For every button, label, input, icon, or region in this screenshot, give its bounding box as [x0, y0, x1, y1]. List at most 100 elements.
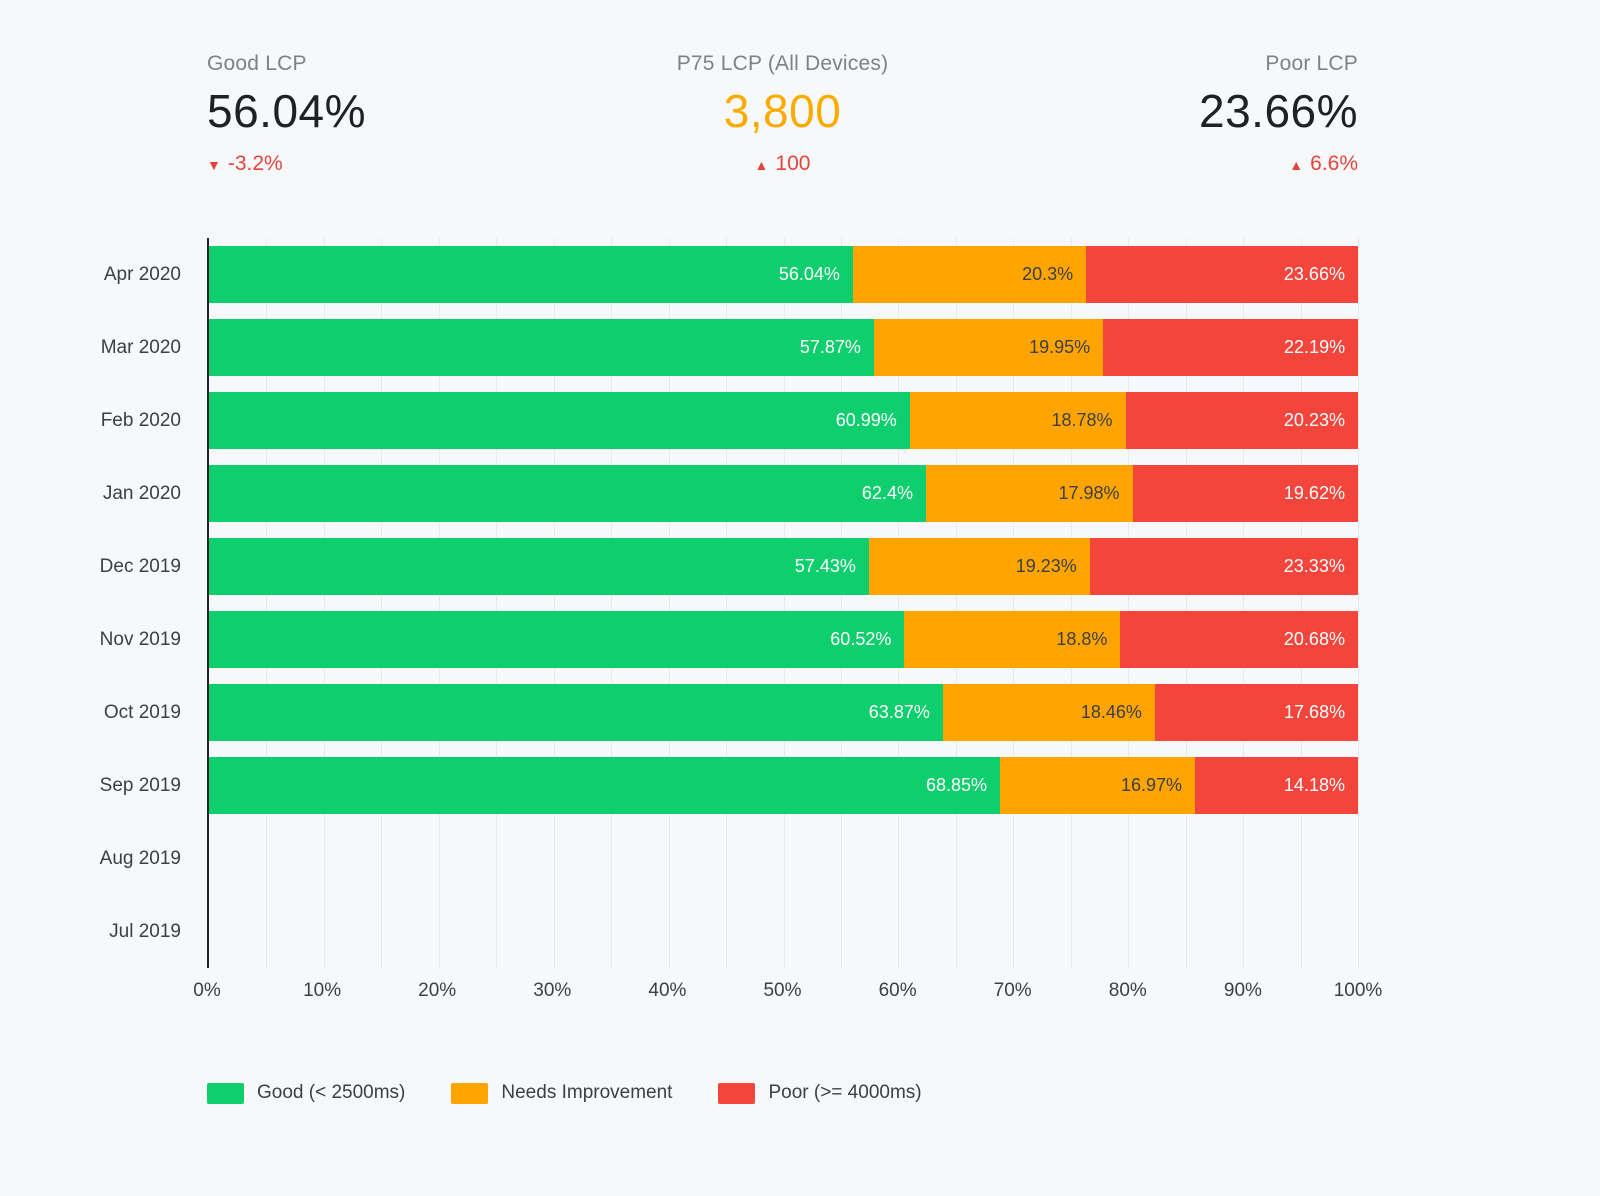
plot-area: 56.04% 20.3% 23.66% 57.87% 19.95% 22.19% 60.99…: [207, 238, 1359, 968]
kpi-value: 3,800: [723, 85, 842, 137]
bar-rows: 56.04% 20.3% 23.66% 57.87% 19.95% 22.19% 60.99…: [209, 238, 1358, 968]
stacked-bar: 68.85% 16.97% 14.18%: [209, 757, 1358, 814]
up-arrow-icon: ▲: [1289, 157, 1304, 173]
bar-segment[interactable]: 16.97%: [1000, 757, 1196, 814]
bar-segment[interactable]: 20.68%: [1120, 611, 1358, 668]
kpi-delta: ▲ 100: [755, 152, 811, 176]
gridline: [1185, 238, 1187, 968]
gridline: [496, 238, 498, 968]
bar-segment[interactable]: 63.87%: [209, 684, 943, 741]
stacked-bar: 63.87% 18.46% 17.68%: [209, 684, 1358, 741]
gridline: [611, 238, 613, 968]
gridline: [840, 238, 842, 968]
bar-segment[interactable]: 18.8%: [904, 611, 1121, 668]
gridline: [553, 238, 555, 968]
chart-legend: Good (< 2500ms) Needs Improvement Poor (>=…: [207, 1082, 1600, 1104]
bar-segment[interactable]: 23.66%: [1086, 246, 1358, 303]
x-tick-label: 80%: [1108, 980, 1147, 1001]
gridline: [1243, 238, 1245, 968]
down-arrow-icon: ▼: [207, 157, 221, 173]
stacked-bar: [209, 903, 1358, 960]
bar-segment[interactable]: 62.4%: [209, 465, 926, 522]
bar-row: 63.87% 18.46% 17.68%: [209, 676, 1358, 749]
bar-segment[interactable]: 14.18%: [1195, 757, 1358, 814]
gridline: [955, 238, 957, 968]
bar-row: [209, 822, 1358, 895]
bar-segment[interactable]: 18.46%: [942, 684, 1155, 741]
kpi-value: 56.04%: [207, 85, 367, 137]
kpi-delta-value: 100: [775, 152, 811, 175]
category-label: Apr 2020: [103, 263, 181, 285]
bar-segment[interactable]: 57.43%: [209, 538, 869, 595]
bar-row: 60.52% 18.8% 20.68%: [209, 603, 1358, 676]
up-arrow-icon: ▲: [754, 157, 769, 173]
bar-segment[interactable]: 20.3%: [852, 246, 1087, 303]
legend-item[interactable]: Poor (>= 4000ms): [718, 1082, 922, 1104]
gridline: [438, 238, 440, 968]
gridlines: [209, 238, 1359, 968]
gridline: [323, 238, 325, 968]
gridline: [1070, 238, 1072, 968]
stacked-bar: 60.52% 18.8% 20.68%: [209, 611, 1358, 668]
category-label: Oct 2019: [103, 701, 181, 723]
stacked-bar: [209, 830, 1358, 887]
bar-segment[interactable]: 23.33%: [1089, 538, 1358, 595]
bar-segment[interactable]: 18.78%: [909, 392, 1126, 449]
stacked-bar: 60.99% 18.78% 20.23%: [209, 392, 1358, 449]
bar-segment[interactable]: 17.68%: [1154, 684, 1358, 741]
x-axis: 0% 10% 20% 30% 40% 50% 60% 70% 80% 90% 100%: [193, 980, 1382, 1008]
bar-row: 56.04% 20.3% 23.66%: [209, 238, 1358, 311]
x-tick-label: 50%: [763, 980, 802, 1001]
legend-swatch-icon: [451, 1082, 489, 1104]
category-label: Feb 2020: [100, 409, 181, 431]
x-tick-label: 100%: [1333, 980, 1383, 1001]
bar-segment[interactable]: 60.99%: [209, 392, 910, 449]
y-axis-labels: Apr 2020 Mar 2020 Feb 2020 Jan 2020 Dec 2019…: [0, 238, 207, 968]
bar-row: 62.4% 17.98% 19.62%: [209, 457, 1358, 530]
legend-item[interactable]: Needs Improvement: [451, 1082, 672, 1104]
kpi-good-lcp: Good LCP 56.04% ▼ -3.2%: [207, 52, 591, 176]
kpi-delta-value: 6.6%: [1310, 152, 1359, 175]
gridline: [898, 238, 900, 968]
bar-segment[interactable]: 17.98%: [925, 465, 1133, 522]
kpi-label: Poor LCP: [1265, 52, 1359, 75]
bar-row: 68.85% 16.97% 14.18%: [209, 749, 1358, 822]
bar-row: [209, 895, 1358, 968]
bar-segment[interactable]: 19.23%: [868, 538, 1090, 595]
gridline: [1128, 238, 1130, 968]
category-label: Dec 2019: [99, 555, 181, 577]
bar-segment[interactable]: 57.87%: [209, 319, 874, 376]
kpi-delta: ▲ 6.6%: [1289, 152, 1358, 176]
bar-row: 57.43% 19.23% 23.33%: [209, 530, 1358, 603]
lcp-stacked-bar-chart: Apr 2020 Mar 2020 Feb 2020 Jan 2020 Dec 2019…: [0, 238, 1600, 1008]
legend-label: Needs Improvement: [501, 1082, 673, 1103]
legend-swatch-icon: [718, 1082, 756, 1104]
bar-segment[interactable]: 56.04%: [209, 246, 853, 303]
bar-segment[interactable]: 19.62%: [1132, 465, 1358, 522]
x-tick-label: 90%: [1223, 980, 1262, 1001]
category-label: Jan 2020: [102, 482, 181, 504]
category-label: Sep 2019: [99, 774, 181, 796]
legend-item[interactable]: Good (< 2500ms): [207, 1082, 405, 1104]
gridline: [1358, 238, 1359, 968]
gridline: [1300, 238, 1302, 968]
bar-segment[interactable]: 60.52%: [209, 611, 905, 668]
x-tick-label: 20%: [418, 980, 457, 1001]
gridline: [726, 238, 728, 968]
bar-segment[interactable]: 19.95%: [873, 319, 1104, 376]
category-label: Mar 2020: [100, 336, 181, 358]
gridline: [381, 238, 383, 968]
x-tick-label: 0%: [193, 980, 221, 1001]
gridline: [783, 238, 785, 968]
x-tick-label: 30%: [533, 980, 572, 1001]
kpi-row: Good LCP 56.04% ▼ -3.2% P75 LCP (All Dev…: [207, 52, 1358, 176]
bar-segment[interactable]: 20.23%: [1125, 392, 1358, 449]
kpi-label: P75 LCP (All Devices): [676, 52, 889, 75]
kpi-p75-lcp: P75 LCP (All Devices) 3,800 ▲ 100: [591, 52, 975, 176]
kpi-value: 23.66%: [1199, 85, 1359, 137]
category-label: Aug 2019: [99, 847, 181, 869]
bar-segment[interactable]: 68.85%: [209, 757, 1001, 814]
legend-swatch-icon: [207, 1082, 244, 1104]
bar-segment[interactable]: 22.19%: [1103, 319, 1358, 376]
